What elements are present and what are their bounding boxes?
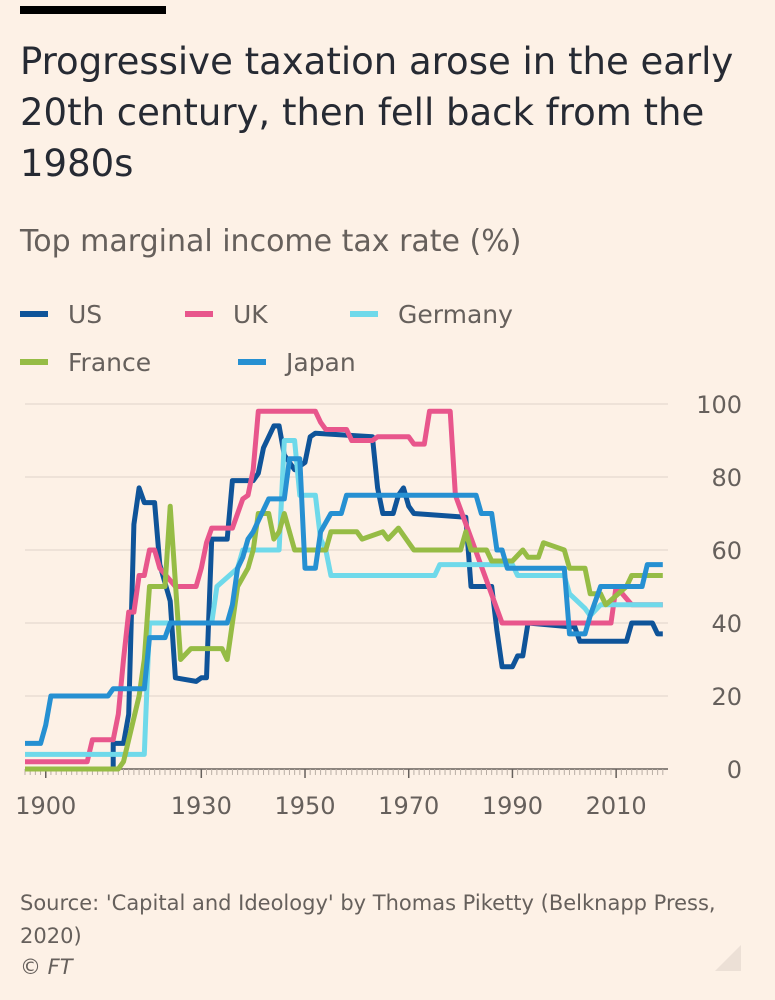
- chart-title: Progressive taxation arose in the early …: [20, 40, 734, 185]
- y-tick-label-100: 100: [696, 391, 742, 419]
- y-tick-label-0: 0: [727, 756, 742, 784]
- series-line-us: [25, 423, 663, 772]
- series-line-japan: [25, 456, 663, 746]
- legend-item-uk: UK: [185, 294, 268, 334]
- chart-legend: US UK Germany France Japan: [20, 290, 620, 390]
- legend-label-japan: Japan: [286, 347, 356, 377]
- y-tick-label-80: 80: [711, 464, 742, 492]
- axis-labels: 0 20 40 60 80 100 1900 1930 1950 1970 1990 2010: [15, 391, 742, 820]
- x-tick-label-1950: 1950: [274, 792, 335, 820]
- legend-item-us: US: [20, 294, 102, 334]
- legend-swatch-us: [20, 311, 48, 317]
- chart-subtitle: Top marginal income tax rate (%): [20, 224, 522, 259]
- x-axis-ticks: [24, 769, 664, 778]
- x-tick-label-1900: 1900: [15, 792, 76, 820]
- y-tick-label-60: 60: [711, 537, 742, 565]
- legend-item-japan: Japan: [238, 342, 356, 382]
- legend-item-france: France: [20, 342, 151, 382]
- series-line-france: [25, 503, 663, 772]
- legend-label-uk: UK: [233, 299, 268, 329]
- x-tick-label-1990: 1990: [482, 792, 543, 820]
- y-tick-label-40: 40: [711, 610, 742, 638]
- legend-label-us: US: [68, 299, 103, 329]
- legend-swatch-uk: [185, 311, 213, 317]
- series-line-uk: [25, 408, 663, 765]
- legend-label-germany: Germany: [398, 299, 513, 329]
- resize-corner-icon: [715, 945, 741, 971]
- line-chart: 0 20 40 60 80 100 1900 1930 1950 1970 1990 2010: [15, 391, 742, 820]
- legend-swatch-germany: [350, 311, 378, 317]
- legend-item-germany: Germany: [350, 294, 513, 334]
- grid-lines: [25, 403, 668, 770]
- legend-label-france: France: [68, 347, 152, 377]
- x-tick-label-1970: 1970: [378, 792, 439, 820]
- legend-swatch-japan: [238, 359, 266, 365]
- series-lines: [25, 408, 663, 772]
- y-tick-label-20: 20: [711, 683, 742, 711]
- brand-top-bar: [20, 6, 166, 14]
- x-tick-label-1930: 1930: [171, 792, 232, 820]
- x-tick-label-2010: 2010: [586, 792, 647, 820]
- copyright: © FT: [20, 955, 73, 979]
- legend-swatch-france: [20, 359, 48, 365]
- source-note: Source: 'Capital and Ideology' by Thomas…: [20, 891, 716, 948]
